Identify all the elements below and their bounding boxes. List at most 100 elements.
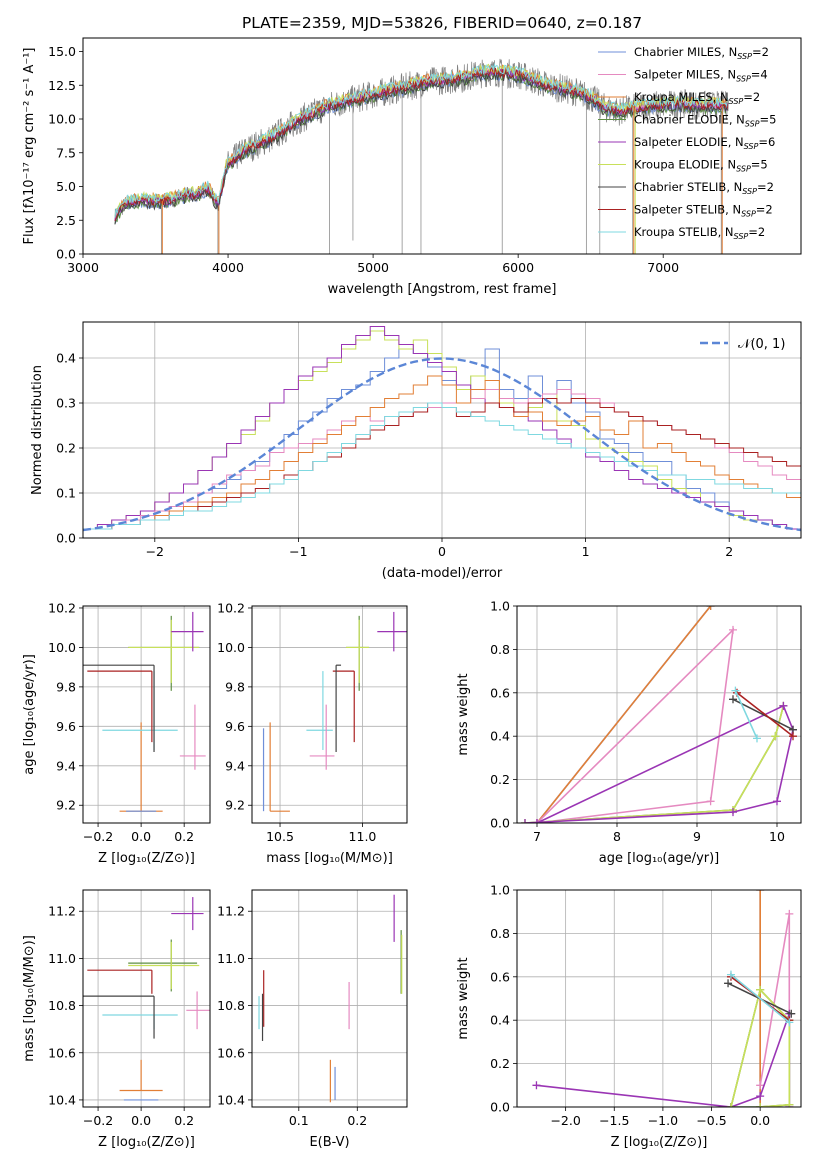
legend-suffix: =4 <box>751 68 768 82</box>
weight-marker <box>729 625 737 634</box>
weight-series <box>731 686 761 743</box>
weight-series <box>733 688 797 741</box>
weight-marker <box>756 1092 765 1101</box>
weight-series <box>533 606 715 823</box>
legend-name: Kroupa ELODIE, N <box>634 158 736 172</box>
axes-frame <box>82 605 211 824</box>
y-tick-label: 7.5 <box>56 145 76 160</box>
x-axis-label: Z [log₁₀(Z/Z⊙)] <box>98 1135 195 1150</box>
legend-label: Salpeter STELIB, NSSP=2 <box>634 203 773 219</box>
weight-marker <box>532 1081 541 1090</box>
mass-vs-Z-panel: −0.2 0.0 0.2 10.4 10.6 10.8 11.0 11.2 Z [log₁₀(Z… <box>22 889 211 1150</box>
x-tick-label: 0 <box>438 544 446 559</box>
weight-line <box>736 692 794 737</box>
x-tick-label: 0.1 <box>289 1113 309 1128</box>
mass-weight-vs-age-panel: 7 8 9 10 0.0 0.2 0.4 0.6 0.8 1.0 age [log₁₀(age/yr… <box>456 599 802 866</box>
x-tick-label: −1 <box>289 544 307 559</box>
axes-frame <box>251 605 408 824</box>
legend-sub: SSP <box>736 165 751 174</box>
x-tick-label: 0.0 <box>131 1113 151 1128</box>
weight-marker <box>756 1081 765 1090</box>
y-tick-label: 9.8 <box>56 679 76 694</box>
legend-sub: SSP <box>734 232 749 241</box>
model-spectrum-line <box>114 62 729 218</box>
y-axis-label: mass weight <box>456 957 471 1039</box>
weight-marker <box>785 1100 794 1107</box>
y-tick-label: 2.5 <box>56 213 76 228</box>
weight-marker <box>756 1103 765 1107</box>
weight-marker <box>533 819 541 823</box>
weight-lines <box>532 890 796 1107</box>
y-tick-label: 0.4 <box>490 1013 510 1028</box>
x-tick-label: 9 <box>693 829 701 844</box>
legend-label: Kroupa ELODIE, NSSP=5 <box>634 158 768 174</box>
weight-lines <box>521 606 797 823</box>
legend-sub: SSP <box>737 52 752 61</box>
weight-line <box>536 606 712 823</box>
legend-sub: SSP <box>745 120 760 129</box>
weight-marker <box>756 985 765 994</box>
weight-marker <box>521 819 529 823</box>
histogram-series <box>83 402 801 538</box>
x-tick-label: 7 <box>533 829 541 844</box>
axes-frame <box>82 37 802 255</box>
y-tick-label: 0.3 <box>56 396 76 411</box>
error-bar-point <box>171 897 204 931</box>
y-tick-label: 0.6 <box>490 685 510 700</box>
error-bar-point <box>83 995 155 1039</box>
legend-sub: SSP <box>744 142 759 151</box>
y-tick-label: 0.0 <box>56 247 76 262</box>
error-bars <box>262 611 407 812</box>
weight-marker <box>789 732 797 741</box>
y-tick-label: 9.2 <box>225 798 245 813</box>
y-tick-label: 15.0 <box>48 44 76 59</box>
y-tick-label: 9.4 <box>225 758 245 773</box>
legend-suffix: =2 <box>757 180 774 194</box>
legend-sub: SSP <box>742 187 757 196</box>
x-tick-label: 5000 <box>357 260 389 275</box>
y-tick-label: 10.6 <box>217 1045 245 1060</box>
legend-label: Kroupa STELIB, NSSP=2 <box>634 225 765 241</box>
y-tick-label: 11.2 <box>48 904 76 919</box>
y-tick-label: 9.2 <box>56 798 76 813</box>
mass-vs-ebv-panel: 0.1 0.2 10.4 10.6 10.8 11.0 11.2 E(B-V) <box>217 889 408 1150</box>
legend-name: Chabrier MILES, N <box>634 45 737 59</box>
error-bar-point <box>128 941 200 990</box>
y-tick-label: 1.0 <box>490 883 510 898</box>
legend-label: Chabrier MILES, NSSP=2 <box>634 45 769 61</box>
error-bar-point <box>377 611 407 652</box>
y-tick-label: 10.0 <box>217 640 245 655</box>
legend-label: Kroupa MILES, NSSP=2 <box>634 90 760 106</box>
x-tick-label: −1.5 <box>599 1113 629 1128</box>
error-bar-point <box>87 670 153 743</box>
legend-suffix: =2 <box>743 90 760 104</box>
legend-suffix: =6 <box>758 135 775 149</box>
weight-series <box>533 625 737 823</box>
weight-line <box>732 698 794 731</box>
legend-name: Kroupa STELIB, N <box>634 225 734 239</box>
error-bar-point <box>179 704 206 770</box>
error-bar-point <box>269 722 290 812</box>
y-tick-label: 10.0 <box>48 112 76 127</box>
x-axis-label: mass [log₁₀(M/M⊙)] <box>266 851 393 866</box>
weight-marker <box>785 909 794 918</box>
legend-label: Salpeter ELODIE, NSSP=6 <box>634 135 775 151</box>
y-tick-label: 1.0 <box>490 599 510 614</box>
y-tick-label: 10.8 <box>217 998 245 1013</box>
y-tick-label: 5.0 <box>56 179 76 194</box>
y-tick-label: 9.4 <box>56 758 76 773</box>
x-tick-label: 0.0 <box>131 829 151 844</box>
y-tick-label: 9.6 <box>56 719 76 734</box>
error-bar-point <box>87 969 153 994</box>
weight-marker <box>771 732 780 741</box>
x-tick-label: 3000 <box>67 260 99 275</box>
histograms <box>83 326 801 538</box>
y-axis-label: mass [log₁₀(M/M⊙)] <box>22 935 37 1062</box>
y-tick-label: 10.2 <box>48 600 76 615</box>
legend-label: Chabrier STELIB, NSSP=2 <box>634 180 774 196</box>
y-tick-label: 0.0 <box>490 816 510 831</box>
x-tick-label: 0.2 <box>347 1113 367 1128</box>
weight-marker <box>779 701 788 710</box>
legend-name: Salpeter STELIB, N <box>634 203 741 217</box>
y-tick-label: 10.2 <box>217 600 245 615</box>
